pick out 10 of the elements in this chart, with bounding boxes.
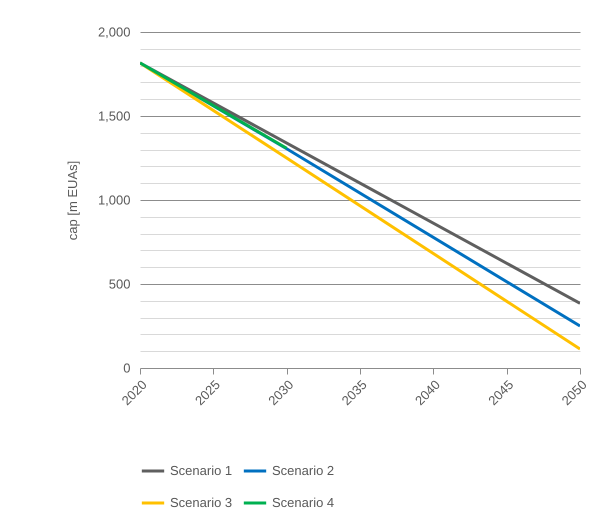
y-axis-title: cap [m EUAs]: [64, 160, 80, 240]
y-tick-label: 0: [123, 360, 130, 376]
y-tick-label: 2,000: [98, 24, 130, 40]
legend-label: Scenario 4: [272, 495, 334, 510]
legend-label: Scenario 1: [170, 463, 232, 478]
legend-label: Scenario 3: [170, 495, 232, 510]
legend-label: Scenario 2: [272, 463, 334, 478]
y-tick-label: 1,000: [98, 192, 130, 208]
y-tick-label: 500: [108, 276, 130, 292]
y-tick-label: 1,500: [98, 108, 130, 124]
